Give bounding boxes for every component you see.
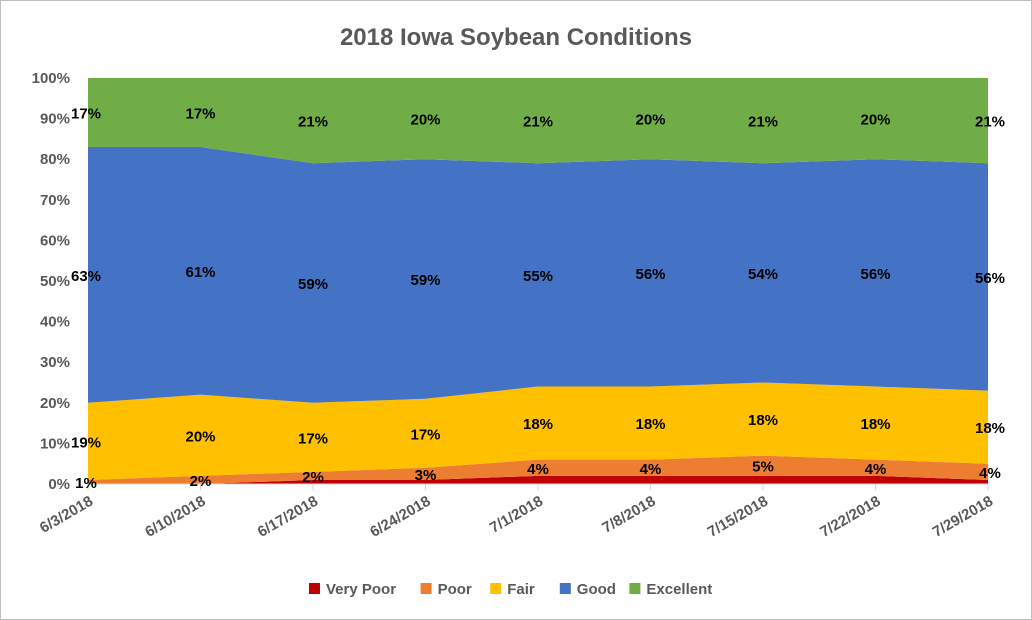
data-label-good: 59% <box>298 276 328 293</box>
data-label-fair: 18% <box>975 420 1005 437</box>
data-label-excellent: 21% <box>975 114 1005 131</box>
data-label-poor: 4% <box>865 461 887 478</box>
legend-label-very-poor: Very Poor <box>326 581 396 598</box>
area-poor <box>88 455 988 484</box>
legend-swatch-fair <box>490 583 502 594</box>
data-label-poor: 5% <box>752 459 774 476</box>
data-label-fair: 17% <box>298 430 328 447</box>
x-axis: 6/3/2018 6/10/2018 6/17/2018 6/24/2018 7/1/2… <box>37 483 996 541</box>
data-label-poor: 2% <box>190 473 212 490</box>
data-label-fair: 18% <box>860 416 890 433</box>
y-tick-label: 50% <box>40 273 70 290</box>
data-label-good: 56% <box>975 270 1005 287</box>
data-label-poor: 2% <box>302 469 324 486</box>
data-label-good: 61% <box>185 264 215 281</box>
legend-swatch-poor <box>420 583 432 594</box>
area-very-poor <box>88 475 988 484</box>
data-label-good: 56% <box>635 266 665 283</box>
x-tick-label: 7/8/2018 <box>599 493 658 537</box>
data-label-fair: 20% <box>185 428 215 445</box>
data-label-excellent: 20% <box>410 112 440 129</box>
y-tick-label: 0% <box>48 476 70 493</box>
legend-swatch-very-poor <box>309 583 320 594</box>
data-label-poor: 3% <box>415 467 437 484</box>
data-label-good: 59% <box>410 272 440 289</box>
data-label-excellent: 17% <box>185 106 215 123</box>
legend-label-fair: Fair <box>507 581 535 598</box>
legend-label-good: Good <box>577 581 616 598</box>
x-tick-label: 7/22/2018 <box>817 493 883 541</box>
area-excellent <box>88 78 988 164</box>
data-label-excellent: 20% <box>860 112 890 129</box>
data-label-poor: 4% <box>640 461 662 478</box>
legend-label-poor: Poor <box>438 581 472 598</box>
x-tick-label: 7/29/2018 <box>930 493 996 541</box>
legend-swatch-good <box>559 583 571 594</box>
chart-title: 2018 Iowa Soybean Conditions <box>340 24 692 51</box>
legend: Very Poor Poor Fair Good Excellent <box>309 581 712 598</box>
data-label-fair: 18% <box>748 412 778 429</box>
data-label-excellent: 21% <box>748 114 778 131</box>
data-label-good: 56% <box>860 266 890 283</box>
legend-label-excellent: Excellent <box>646 581 712 598</box>
y-tick-label: 70% <box>40 192 70 209</box>
data-label-fair: 18% <box>523 416 553 433</box>
data-label-excellent: 17% <box>71 106 101 123</box>
data-label-poor: 1% <box>75 475 97 492</box>
data-label-fair: 18% <box>635 416 665 433</box>
data-label-poor: 4% <box>527 461 549 478</box>
data-label-fair: 19% <box>71 434 101 451</box>
y-tick-label: 20% <box>40 395 70 412</box>
y-tick-label: 100% <box>32 70 70 87</box>
data-label-excellent: 20% <box>635 112 665 129</box>
x-tick-label: 6/3/2018 <box>37 493 96 537</box>
area-series-group <box>88 78 988 484</box>
x-tick-label: 6/17/2018 <box>255 493 321 541</box>
y-tick-label: 10% <box>40 435 70 452</box>
legend-swatch-excellent <box>629 583 641 594</box>
data-label-excellent: 21% <box>523 114 553 131</box>
data-labels: 1% 2% 2% 3% 4% 4% 5% 4% 4% 19% 20% 17% 17% 18% 18% 18% 1… <box>71 106 1005 492</box>
x-tick-label: 6/24/2018 <box>367 493 433 541</box>
y-tick-label: 30% <box>40 354 70 371</box>
y-tick-label: 90% <box>40 111 70 128</box>
data-label-good: 55% <box>523 268 553 285</box>
data-label-poor: 4% <box>979 465 1001 482</box>
data-label-excellent: 21% <box>298 114 328 131</box>
area-fair <box>88 382 988 480</box>
y-tick-label: 40% <box>40 314 70 331</box>
y-tick-label: 60% <box>40 232 70 249</box>
area-good <box>88 147 988 403</box>
data-label-good: 63% <box>71 268 101 285</box>
y-axis: 0% 10% 20% 30% 40% 50% 60% 70% 80% 90% 100% <box>32 70 70 493</box>
x-tick-label: 7/1/2018 <box>487 493 546 537</box>
y-tick-label: 80% <box>40 151 70 168</box>
x-tick-label: 6/10/2018 <box>142 493 208 541</box>
data-label-good: 54% <box>748 266 778 283</box>
data-label-fair: 17% <box>410 426 440 443</box>
x-tick-label: 7/15/2018 <box>705 493 771 541</box>
